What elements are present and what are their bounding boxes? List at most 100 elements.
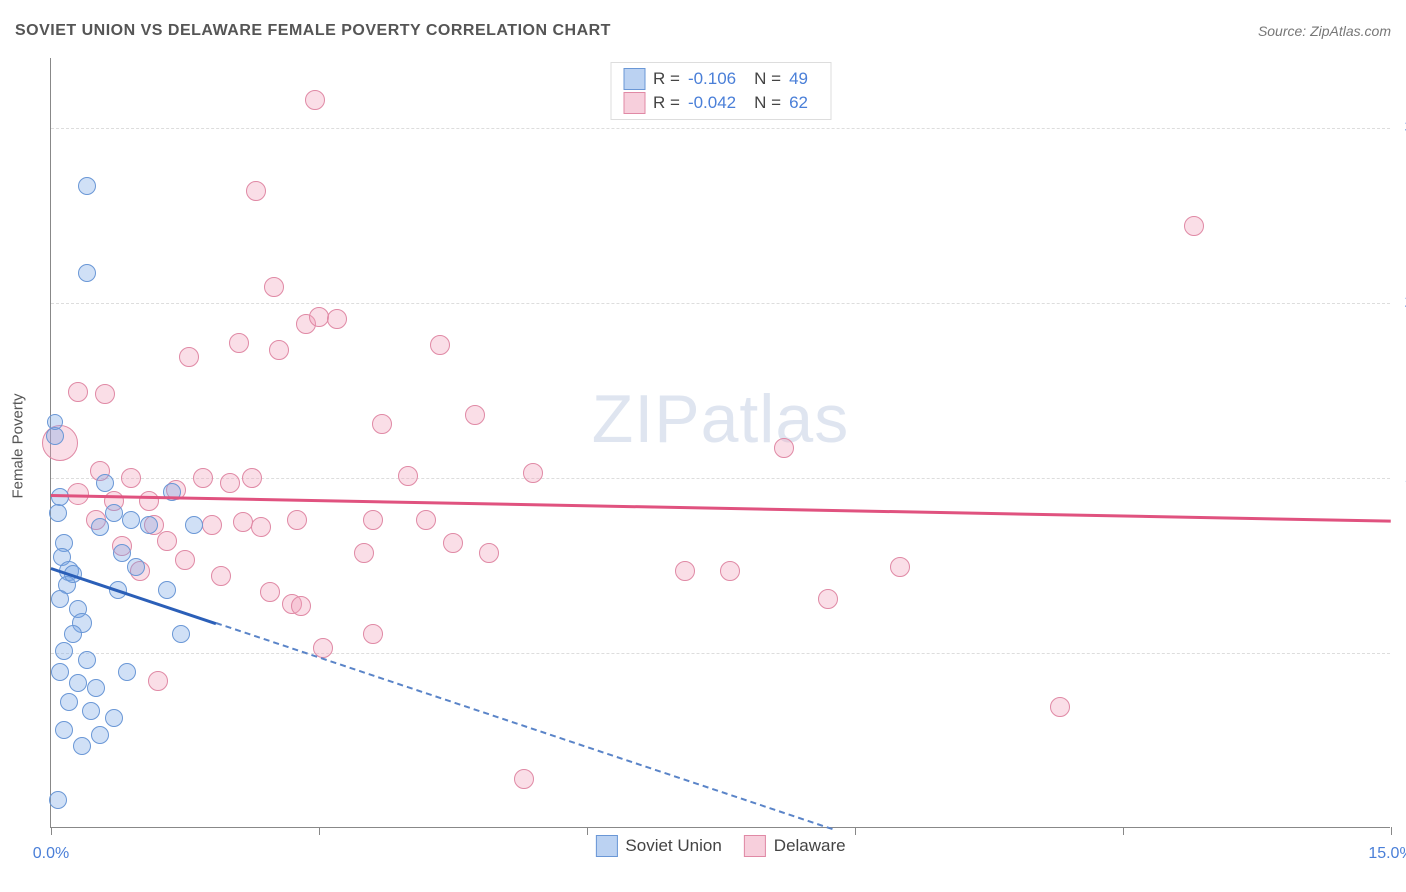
- gridline: [51, 653, 1390, 654]
- scatter-point-delaware: [291, 596, 311, 616]
- scatter-point-soviet: [55, 642, 73, 660]
- scatter-point-delaware: [514, 769, 534, 789]
- scatter-point-delaware: [287, 510, 307, 530]
- legend-n-label: N =: [754, 69, 781, 89]
- scatter-point-soviet: [73, 737, 91, 755]
- x-tick: [51, 827, 52, 835]
- scatter-point-soviet: [51, 590, 69, 608]
- scatter-point-soviet: [127, 558, 145, 576]
- x-tick: [319, 827, 320, 835]
- scatter-point-delaware: [260, 582, 280, 602]
- scatter-point-soviet: [51, 663, 69, 681]
- scatter-point-delaware: [179, 347, 199, 367]
- x-tick: [855, 827, 856, 835]
- scatter-point-soviet: [96, 474, 114, 492]
- scatter-point-delaware: [251, 517, 271, 537]
- legend-series-item: Delaware: [744, 835, 846, 857]
- scatter-point-soviet: [69, 674, 87, 692]
- scatter-point-soviet: [87, 679, 105, 697]
- scatter-point-delaware: [443, 533, 463, 553]
- chart-source: Source: ZipAtlas.com: [1258, 23, 1391, 39]
- legend-r-value: -0.042: [688, 93, 736, 113]
- scatter-point-delaware: [175, 550, 195, 570]
- scatter-point-soviet: [49, 504, 67, 522]
- scatter-point-soviet: [64, 625, 82, 643]
- scatter-point-delaware: [229, 333, 249, 353]
- chart-plot-area: ZIPatlas R =-0.106N =49R =-0.042N =62 So…: [50, 58, 1390, 828]
- scatter-point-delaware: [398, 466, 418, 486]
- legend-correlation: R =-0.106N =49R =-0.042N =62: [610, 62, 831, 120]
- scatter-point-soviet: [47, 414, 63, 430]
- scatter-point-delaware: [211, 566, 231, 586]
- scatter-point-delaware: [193, 468, 213, 488]
- scatter-point-delaware: [148, 671, 168, 691]
- scatter-point-delaware: [720, 561, 740, 581]
- scatter-point-delaware: [774, 438, 794, 458]
- scatter-point-soviet: [140, 516, 158, 534]
- scatter-point-delaware: [327, 309, 347, 329]
- scatter-point-delaware: [523, 463, 543, 483]
- scatter-point-soviet: [78, 264, 96, 282]
- scatter-point-soviet: [91, 518, 109, 536]
- scatter-point-soviet: [78, 651, 96, 669]
- legend-swatch: [623, 92, 645, 114]
- scatter-point-delaware: [68, 382, 88, 402]
- scatter-point-delaware: [139, 491, 159, 511]
- scatter-point-delaware: [1184, 216, 1204, 236]
- scatter-point-delaware: [479, 543, 499, 563]
- scatter-point-delaware: [305, 90, 325, 110]
- scatter-point-soviet: [91, 726, 109, 744]
- scatter-point-delaware: [1050, 697, 1070, 717]
- chart-header: SOVIET UNION VS DELAWARE FEMALE POVERTY …: [15, 22, 1391, 40]
- scatter-point-delaware: [121, 468, 141, 488]
- legend-n-label: N =: [754, 93, 781, 113]
- scatter-point-soviet: [185, 516, 203, 534]
- scatter-point-delaware: [202, 515, 222, 535]
- scatter-point-soviet: [105, 709, 123, 727]
- legend-series: Soviet Union Delaware: [595, 835, 845, 857]
- scatter-point-soviet: [78, 177, 96, 195]
- legend-swatch: [595, 835, 617, 857]
- scatter-point-soviet: [113, 544, 131, 562]
- scatter-point-delaware: [363, 624, 383, 644]
- legend-r-label: R =: [653, 69, 680, 89]
- scatter-point-delaware: [246, 181, 266, 201]
- scatter-point-delaware: [233, 512, 253, 532]
- scatter-point-delaware: [354, 543, 374, 563]
- y-axis-label: Female Poverty: [10, 393, 27, 498]
- scatter-point-delaware: [95, 384, 115, 404]
- legend-series-item: Soviet Union: [595, 835, 721, 857]
- legend-swatch: [744, 835, 766, 857]
- scatter-point-delaware: [242, 468, 262, 488]
- scatter-point-soviet: [118, 663, 136, 681]
- gridline: [51, 303, 1390, 304]
- chart-title: SOVIET UNION VS DELAWARE FEMALE POVERTY …: [15, 22, 611, 40]
- watermark: ZIPatlas: [592, 380, 849, 458]
- scatter-point-soviet: [105, 504, 123, 522]
- scatter-point-delaware: [430, 335, 450, 355]
- scatter-point-soviet: [55, 721, 73, 739]
- x-tick: [587, 827, 588, 835]
- scatter-point-delaware: [416, 510, 436, 530]
- x-tick: [1391, 827, 1392, 835]
- scatter-point-soviet: [172, 625, 190, 643]
- scatter-point-delaware: [465, 405, 485, 425]
- scatter-point-delaware: [372, 414, 392, 434]
- scatter-point-soviet: [60, 693, 78, 711]
- scatter-point-delaware: [269, 340, 289, 360]
- scatter-point-soviet: [49, 791, 67, 809]
- gridline: [51, 128, 1390, 129]
- scatter-point-delaware: [220, 473, 240, 493]
- legend-correlation-row: R = -0.042 N = 62: [623, 91, 818, 115]
- scatter-point-delaware: [675, 561, 695, 581]
- legend-n-value: 62: [789, 93, 808, 113]
- x-tick-label: 0.0%: [33, 845, 69, 863]
- scatter-point-soviet: [122, 511, 140, 529]
- x-tick-label: 15.0%: [1368, 845, 1406, 863]
- legend-n-value: 49: [789, 69, 808, 89]
- legend-r-label: R =: [653, 93, 680, 113]
- scatter-point-delaware: [264, 277, 284, 297]
- scatter-point-soviet: [82, 702, 100, 720]
- x-tick: [1123, 827, 1124, 835]
- scatter-point-delaware: [818, 589, 838, 609]
